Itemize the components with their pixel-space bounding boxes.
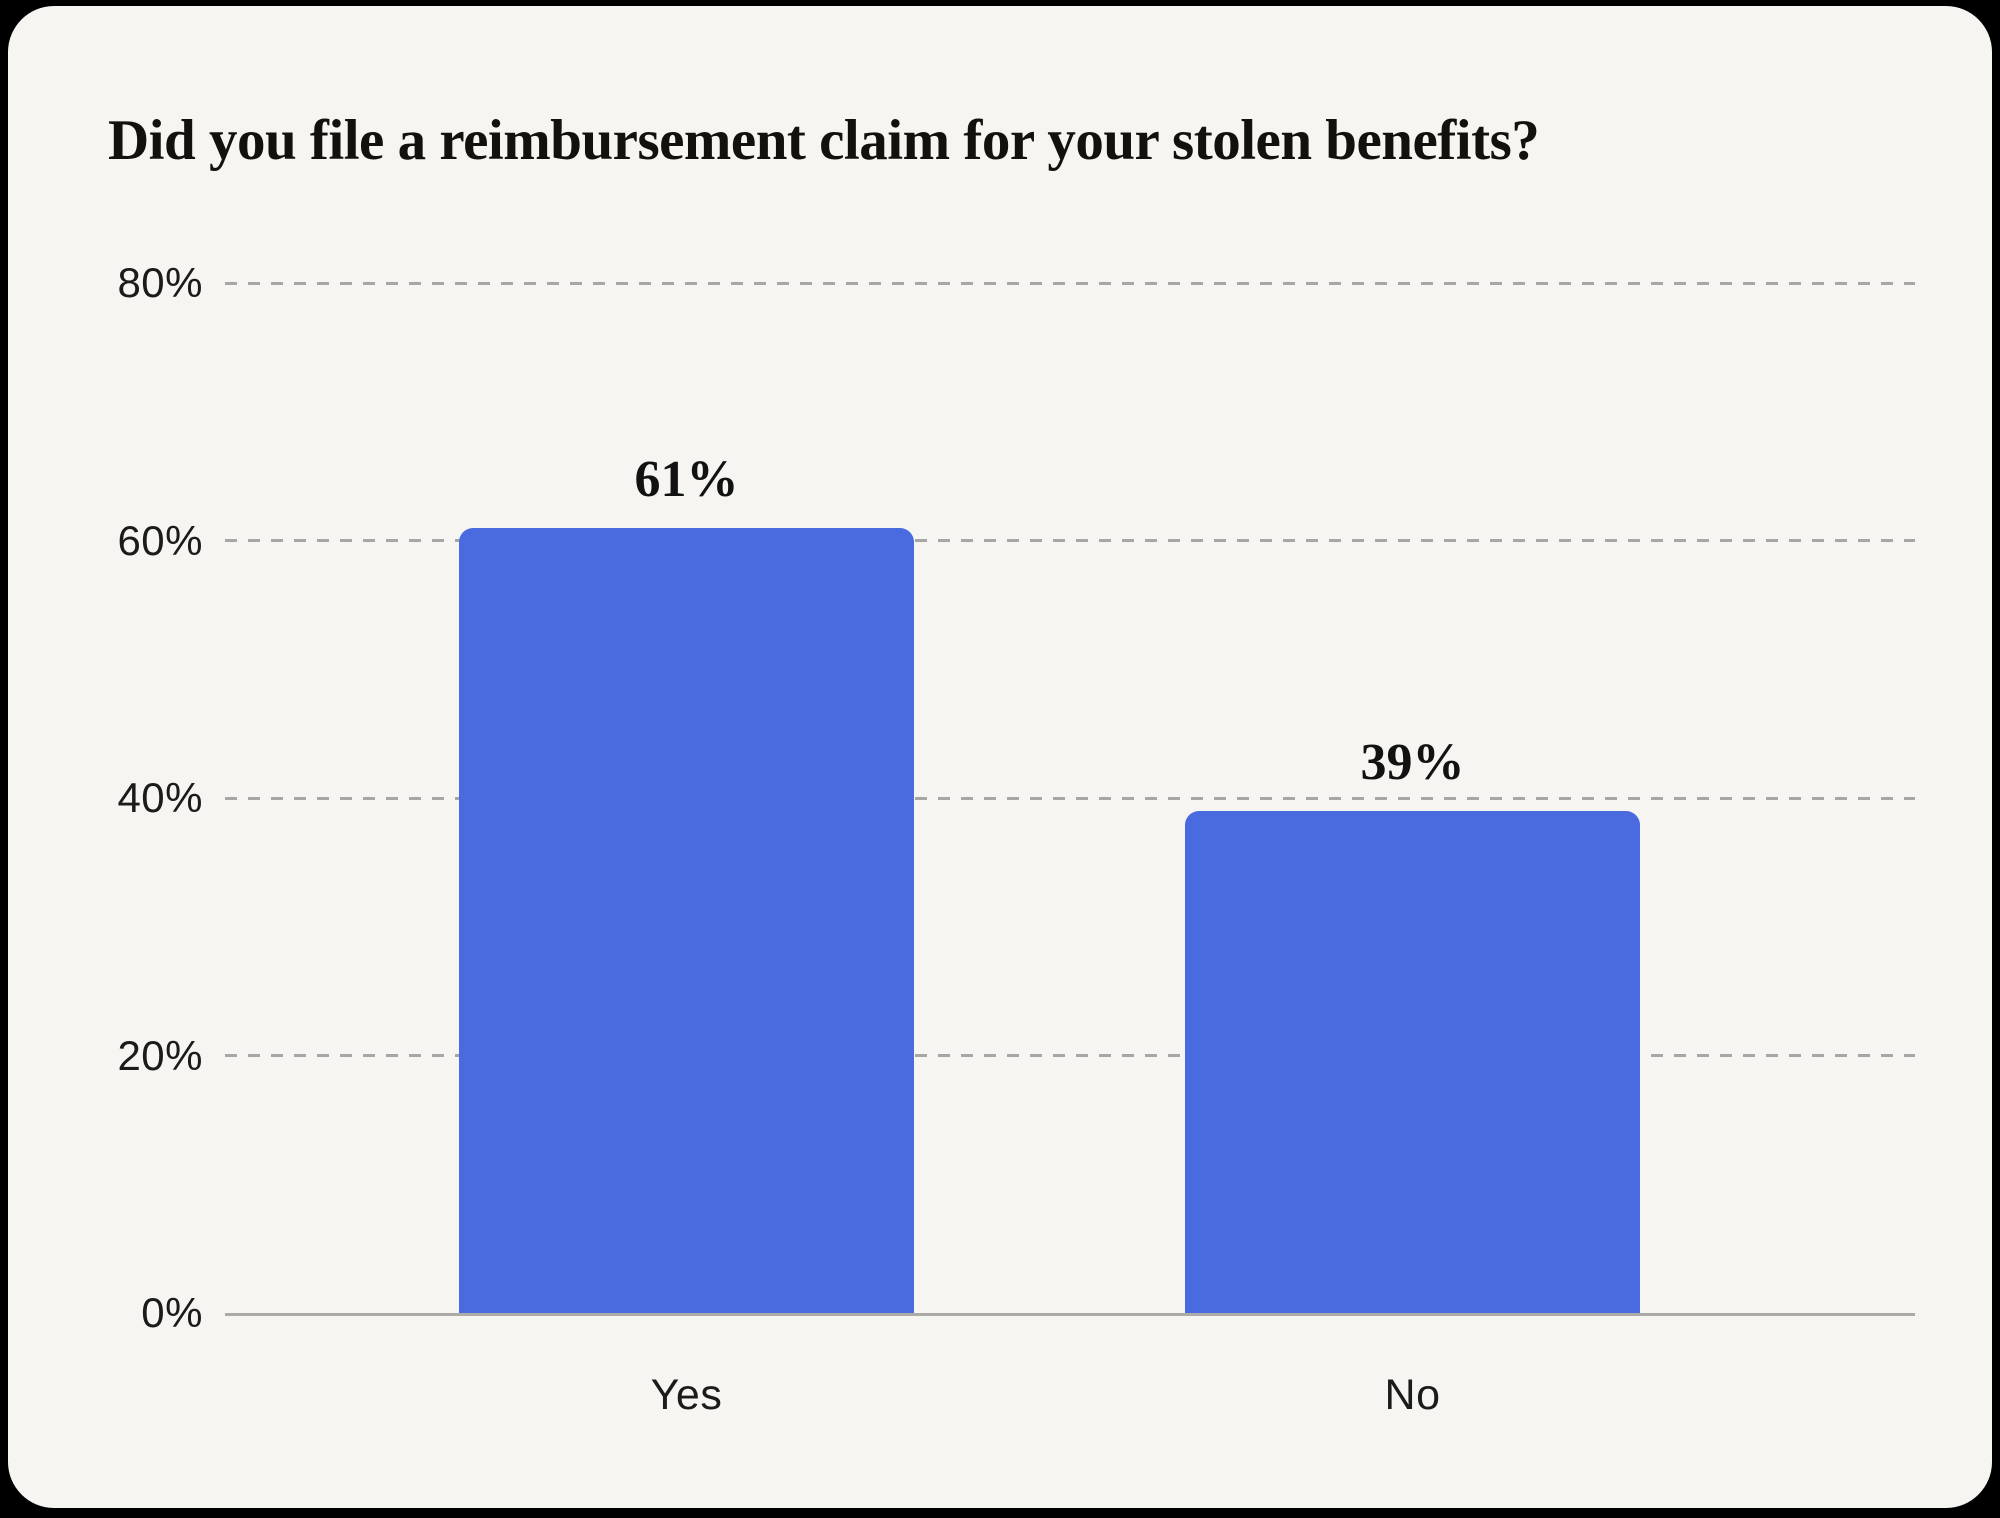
plot-area: 80% 60% 40% 20% 0% 61% Yes 39% No xyxy=(117,262,1915,1419)
bar-yes xyxy=(459,527,914,1313)
y-tick-label-60: 60% xyxy=(117,516,203,564)
gridline-40 xyxy=(225,796,1915,800)
x-label-no: No xyxy=(1384,1371,1441,1419)
x-axis-line xyxy=(225,1313,1915,1316)
y-tick-label-0: 0% xyxy=(141,1289,203,1336)
gridline-80 xyxy=(225,281,1915,285)
x-label-yes: Yes xyxy=(650,1371,723,1419)
value-label-no: 39% xyxy=(1360,733,1465,791)
y-tick-label-20: 20% xyxy=(117,1031,203,1079)
gridline-60 xyxy=(225,539,1915,542)
gridline-20 xyxy=(225,1054,1915,1057)
value-label-yes: 61% xyxy=(634,450,739,508)
chart-title: Did you file a reimbursement claim for y… xyxy=(108,109,1540,172)
bar-no xyxy=(1185,810,1640,1313)
y-tick-label-80: 80% xyxy=(117,259,203,306)
y-tick-label-40: 40% xyxy=(117,774,203,821)
chart-card: Did you file a reimbursement claim for y… xyxy=(8,6,1992,1508)
